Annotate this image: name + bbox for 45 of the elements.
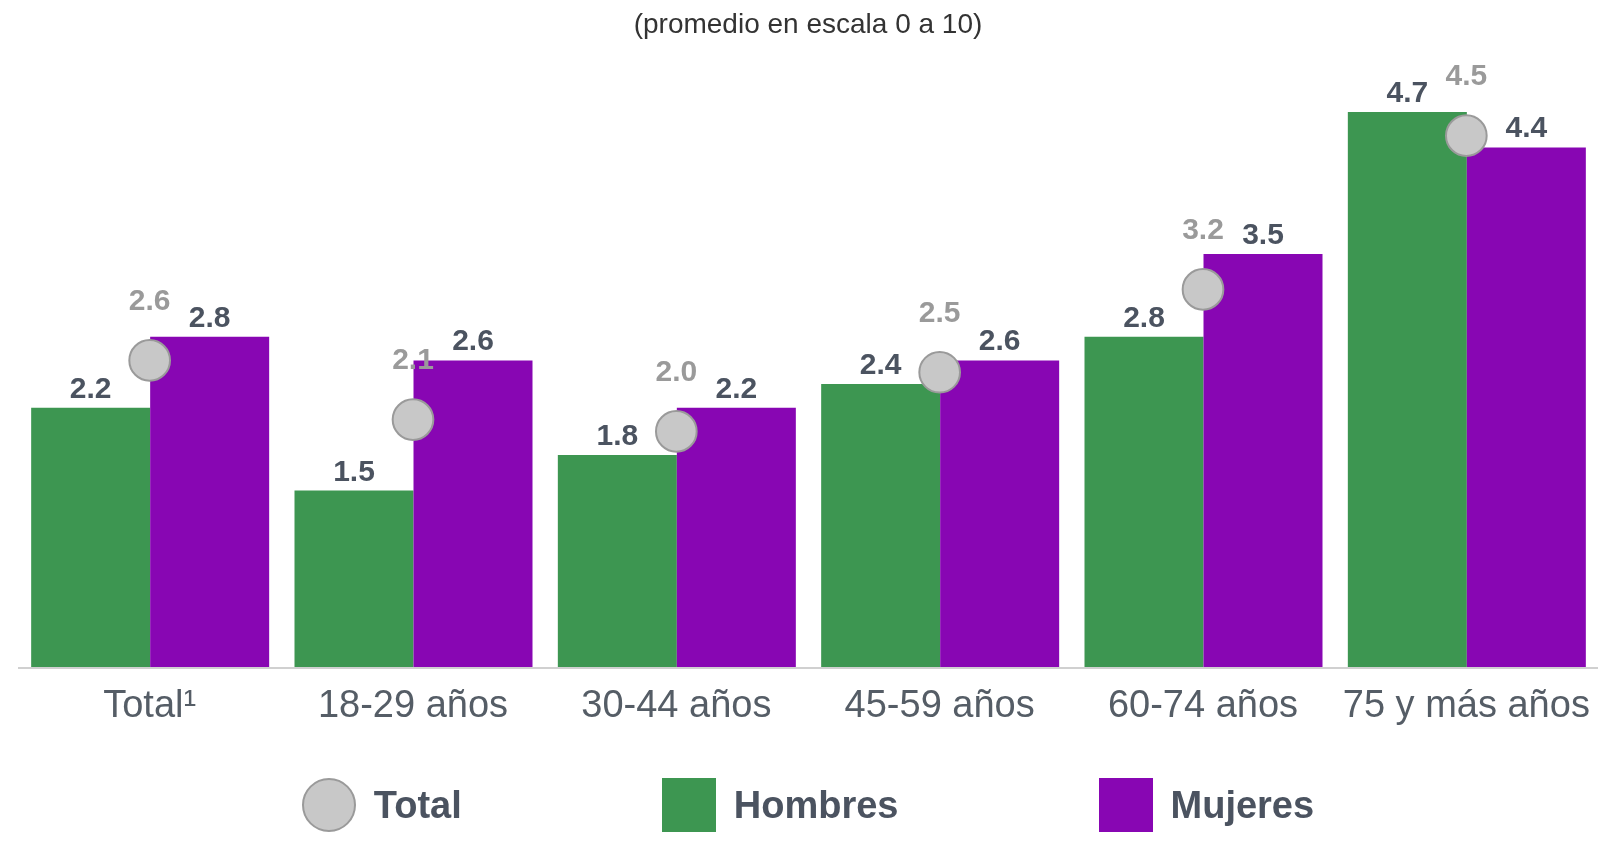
bar xyxy=(1347,112,1467,668)
bar xyxy=(1466,147,1586,668)
bar xyxy=(1203,253,1323,668)
data-label: 2.2 xyxy=(715,370,758,404)
legend-label: Mujeres xyxy=(1169,782,1315,828)
bar xyxy=(821,384,941,668)
bar xyxy=(294,490,414,668)
bar xyxy=(557,455,677,668)
data-label: 2.2 xyxy=(69,370,112,404)
data-label: 4.5 xyxy=(1445,58,1488,92)
data-label: 3.2 xyxy=(1182,212,1224,246)
x-tick-label: 45-59 años xyxy=(844,682,1035,725)
x-tick-label: 60-74 años xyxy=(1107,682,1299,725)
data-label: 2.6 xyxy=(452,323,494,357)
data-label: 1.8 xyxy=(596,418,639,452)
point xyxy=(1444,114,1488,157)
legend-label: Total xyxy=(372,782,462,828)
point xyxy=(391,398,435,441)
bar xyxy=(31,407,151,668)
x-tick-label: 18-29 años xyxy=(317,682,509,725)
x-tick-label: 75 y más años xyxy=(1342,682,1590,725)
bar xyxy=(676,407,796,668)
data-label: 2.8 xyxy=(188,299,231,333)
chart-title: (promedio en escala 0 a 10) xyxy=(632,8,984,41)
data-label: 4.4 xyxy=(1505,110,1548,144)
data-label: 1.5 xyxy=(333,453,375,487)
data-label: 2.5 xyxy=(918,294,961,328)
bar xyxy=(150,336,270,668)
point xyxy=(1181,268,1225,311)
data-label: 2.1 xyxy=(392,342,434,376)
x-tick-label: 30-44 años xyxy=(581,682,772,725)
data-label: 3.5 xyxy=(1242,216,1284,250)
data-label: 4.7 xyxy=(1386,75,1429,108)
point xyxy=(918,350,962,394)
data-label: 2.6 xyxy=(128,283,171,317)
point xyxy=(654,410,698,453)
data-label: 2.8 xyxy=(1123,299,1165,333)
legend-label: Hombres xyxy=(732,782,899,828)
data-label: 2.4 xyxy=(859,347,902,381)
data-label: 2.6 xyxy=(978,323,1021,357)
bar xyxy=(940,360,1060,668)
bar xyxy=(1084,336,1204,668)
point xyxy=(128,339,172,382)
data-label: 2.0 xyxy=(655,354,698,388)
x-tick-label: Total¹ xyxy=(103,682,197,725)
